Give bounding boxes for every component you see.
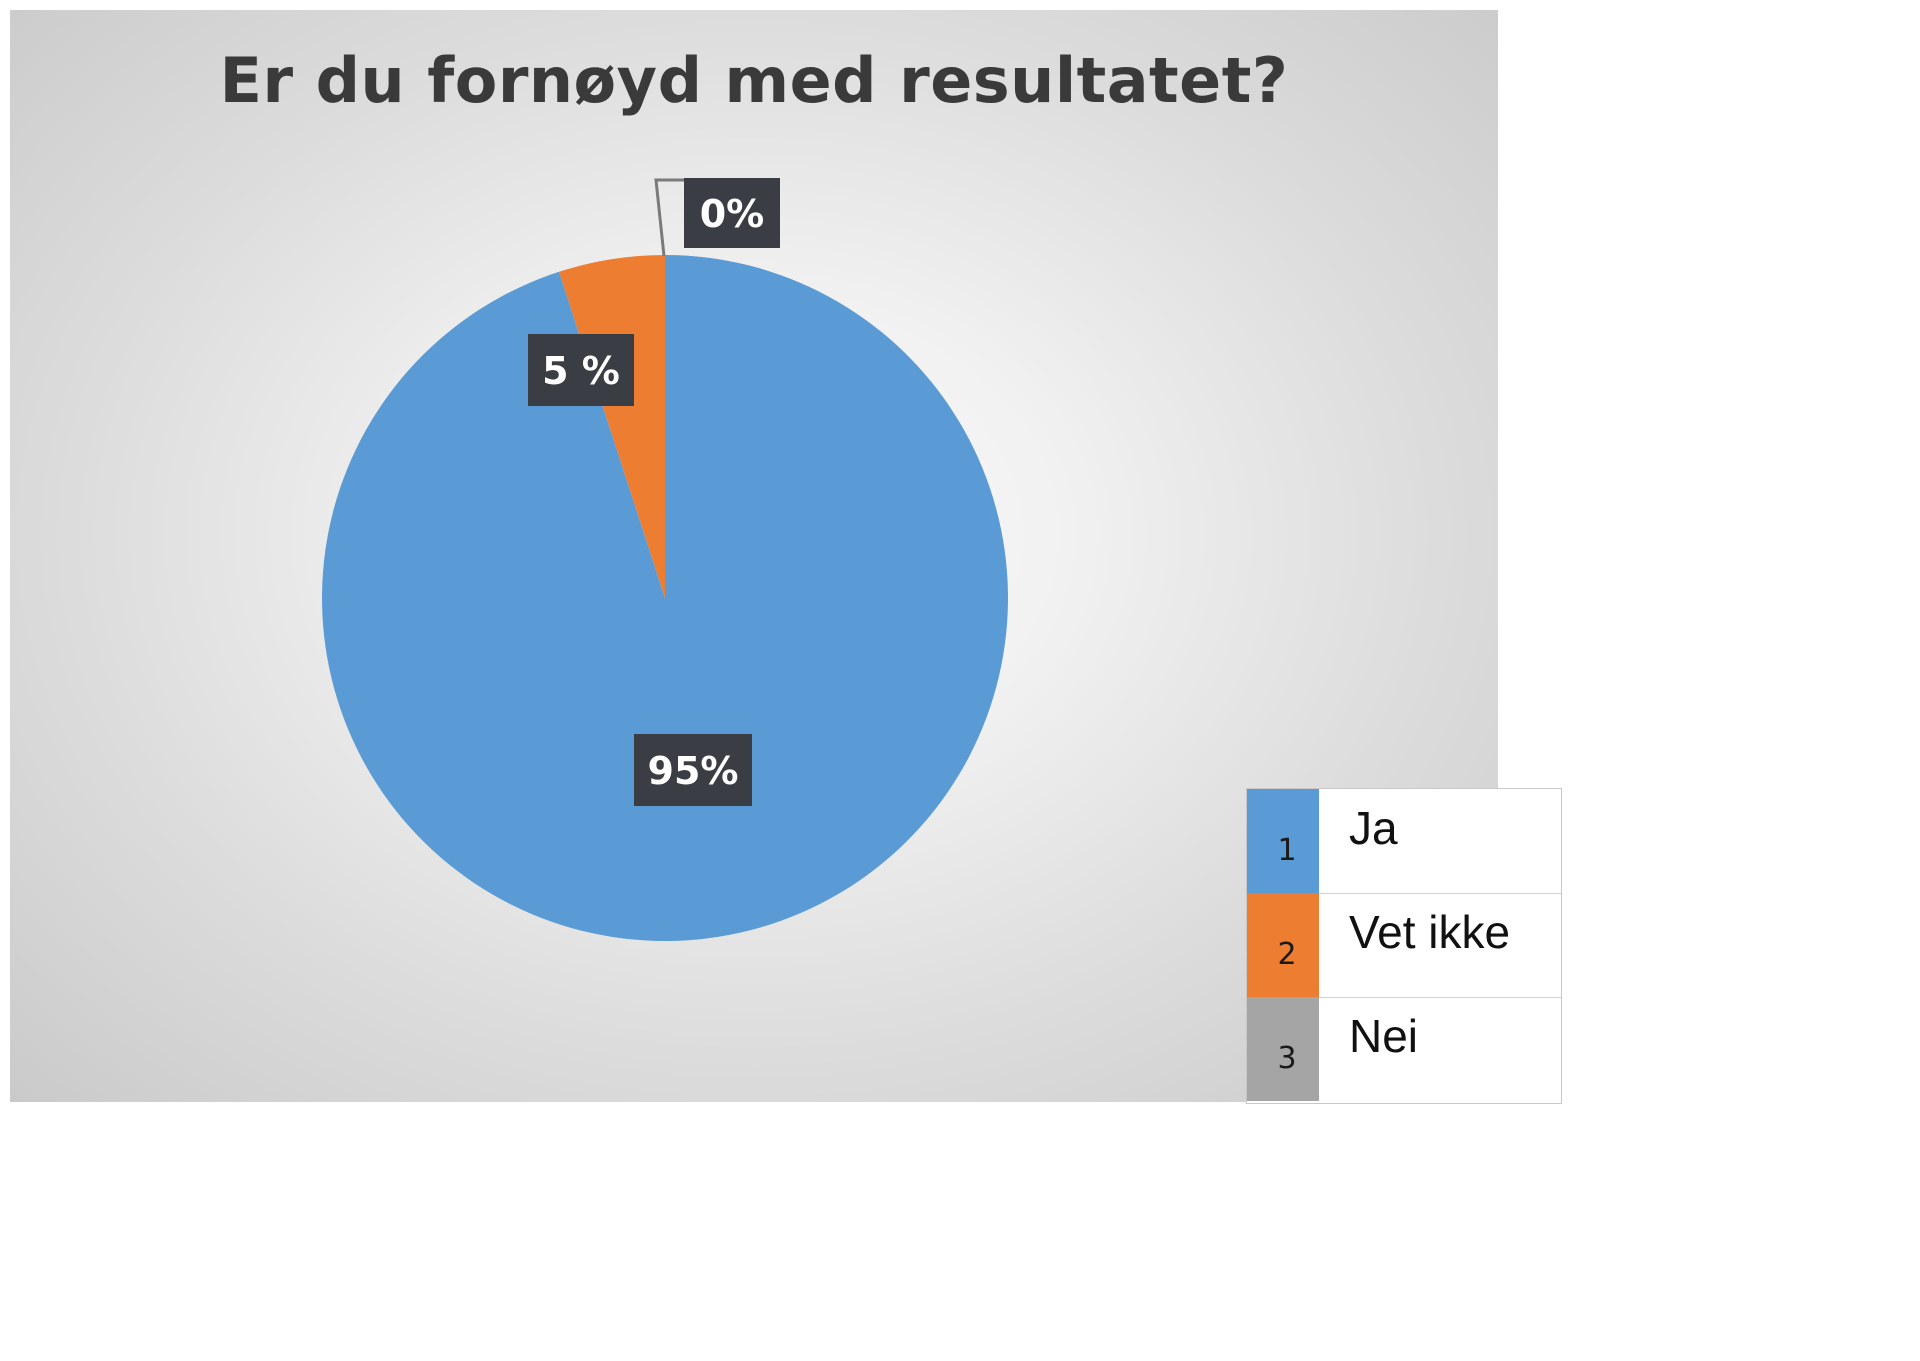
svg-text:95%: 95% [648, 749, 739, 793]
data-label-ja: 95% [634, 734, 752, 806]
legend-index-1: 1 [1277, 833, 1297, 868]
legend-item-2: 2 Vet ikke [1247, 893, 1561, 998]
legend-label-2: Vet ikke [1349, 906, 1511, 958]
legend-label-1: Ja [1349, 802, 1398, 854]
chart-title: Er du fornøyd med resultatet? [219, 44, 1289, 117]
legend: 1 Ja 2 Vet ikke 3 Nei [1246, 788, 1562, 1104]
legend-index-2: 2 [1277, 937, 1297, 972]
data-label-vet-ikke: 5 % [528, 334, 634, 406]
pie-chart: 95% 5 % 0% [321, 178, 1008, 942]
svg-text:5 %: 5 % [542, 349, 620, 393]
data-label-nei: 0% [684, 178, 780, 248]
legend-index-3: 3 [1277, 1041, 1297, 1076]
svg-text:0%: 0% [700, 192, 765, 236]
legend-swatch-1 [1247, 789, 1319, 893]
leader-line-nei [654, 178, 686, 257]
legend-swatch-2 [1247, 893, 1319, 997]
legend-item-3: 3 Nei [1247, 997, 1561, 1101]
legend-item-1: 1 Ja [1247, 789, 1561, 894]
legend-swatch-3 [1247, 997, 1319, 1101]
legend-label-3: Nei [1349, 1010, 1419, 1062]
